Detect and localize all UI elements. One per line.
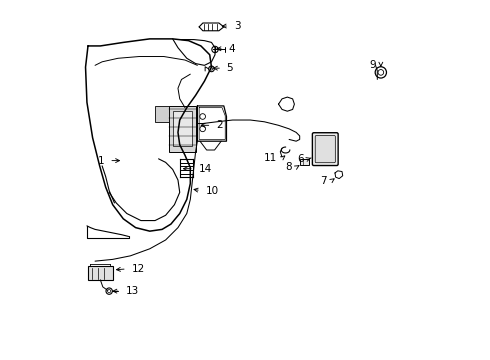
Bar — [88, 266, 113, 280]
Text: 10: 10 — [205, 186, 219, 195]
Bar — [155, 106, 169, 122]
Text: 3: 3 — [234, 21, 240, 31]
FancyBboxPatch shape — [315, 136, 335, 163]
Text: 11: 11 — [264, 153, 277, 163]
Text: 1: 1 — [98, 156, 104, 166]
Text: 4: 4 — [228, 44, 235, 54]
Text: 6: 6 — [297, 154, 304, 164]
Text: 9: 9 — [369, 60, 376, 70]
Text: 14: 14 — [198, 164, 212, 174]
Bar — [169, 106, 196, 152]
Bar — [172, 111, 192, 147]
Text: 2: 2 — [216, 120, 222, 130]
Bar — [300, 159, 309, 165]
Text: 13: 13 — [125, 286, 139, 296]
Text: 5: 5 — [227, 63, 233, 73]
FancyBboxPatch shape — [313, 133, 338, 166]
Text: 7: 7 — [320, 176, 327, 186]
Text: 8: 8 — [285, 162, 292, 172]
Text: 12: 12 — [131, 264, 145, 274]
